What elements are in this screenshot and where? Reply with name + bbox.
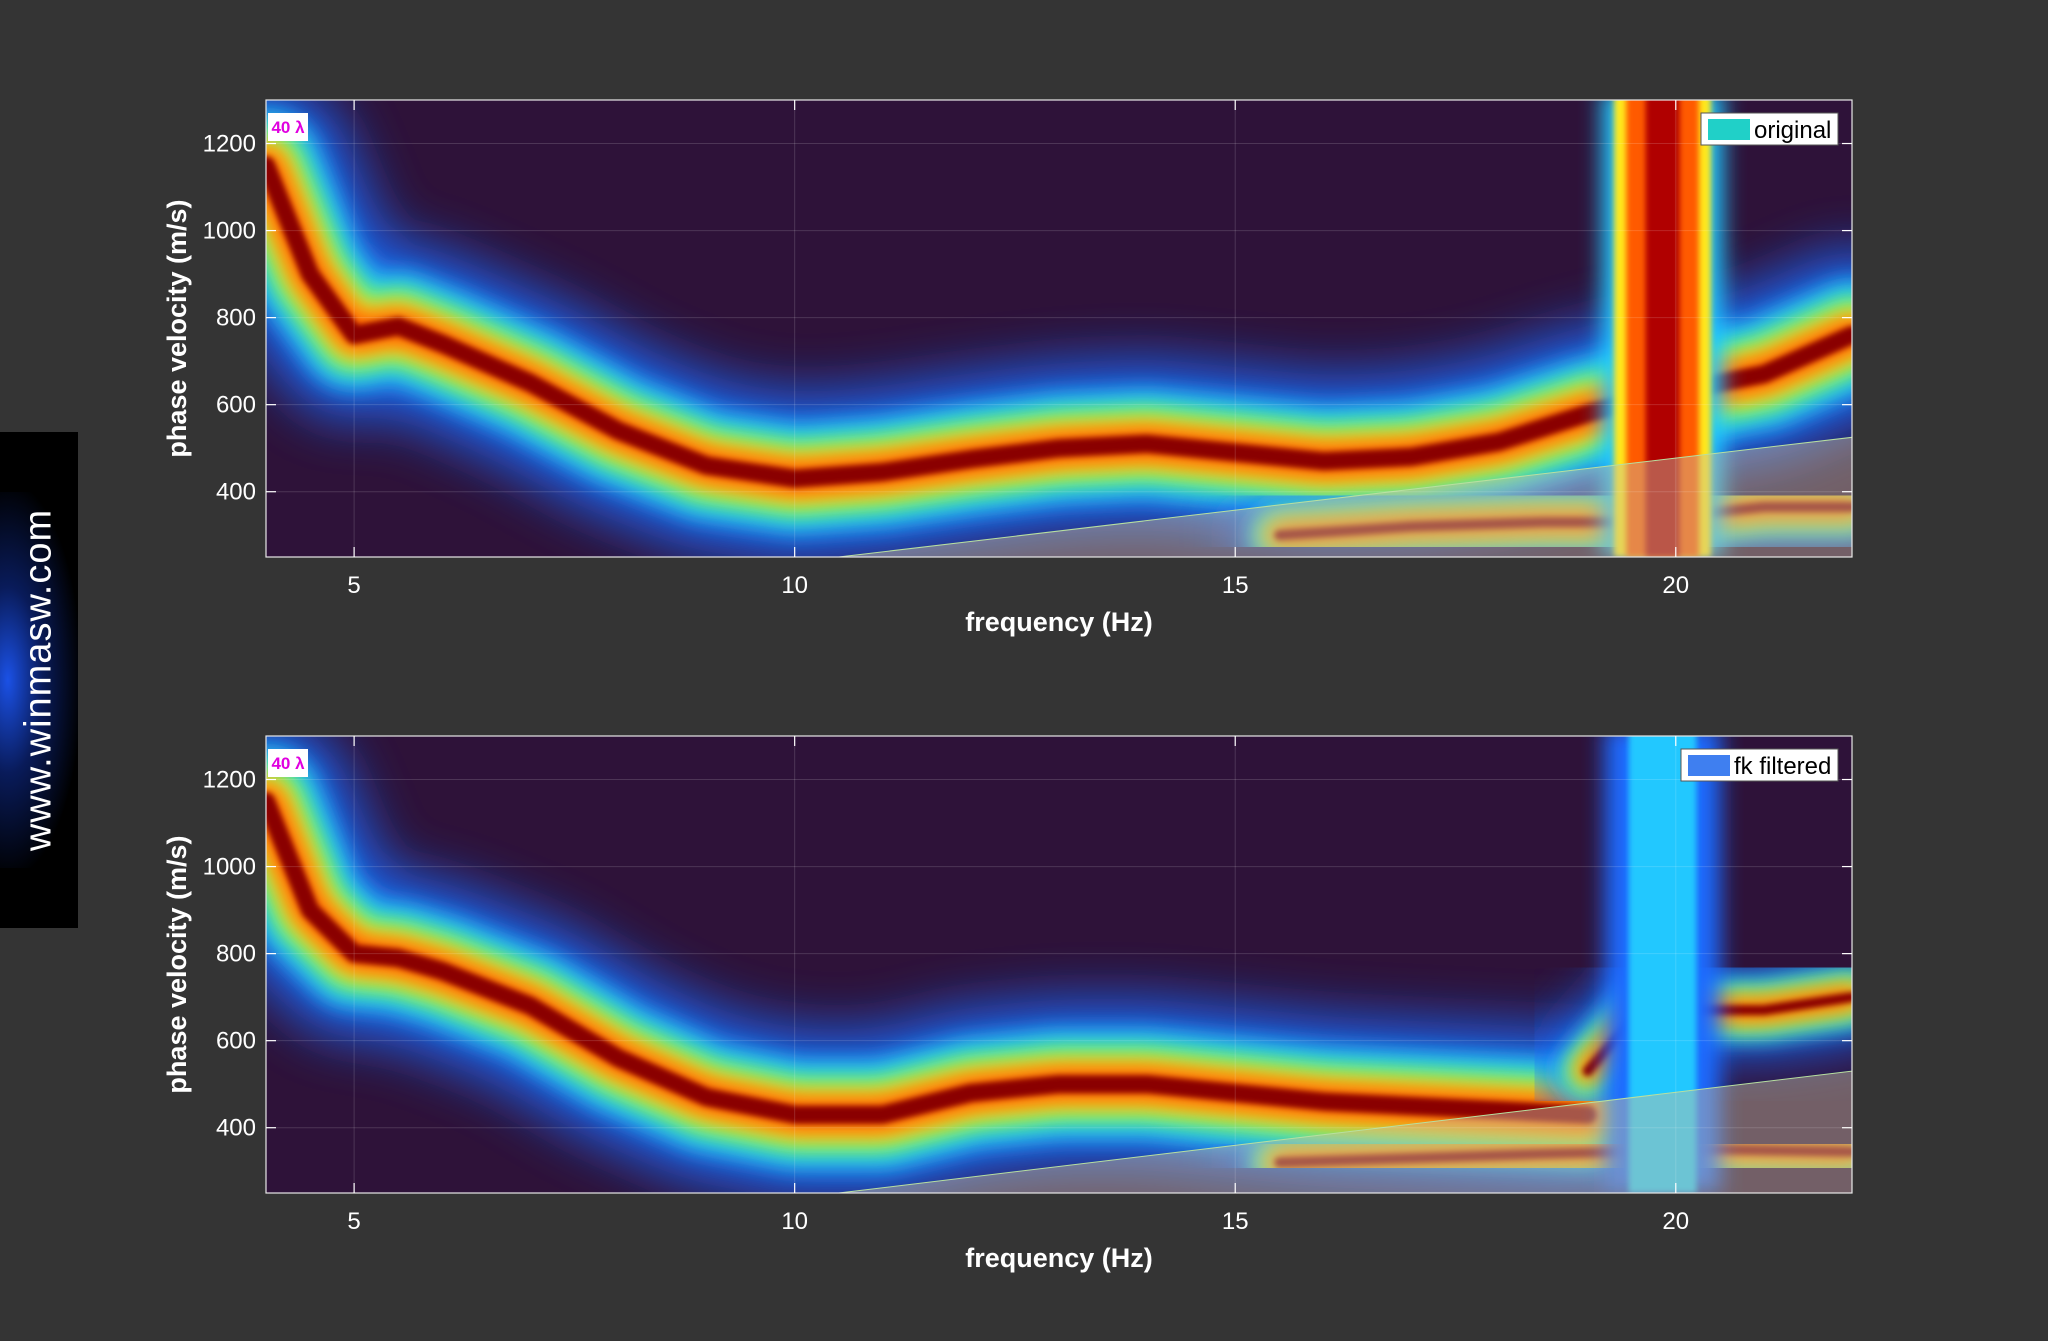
legend-label: original [1754, 117, 1831, 144]
y-tick-label: 400 [216, 479, 256, 506]
chart-panel-2: 5 10 15 20 400 600 800 1000 1200 frequency (Hz) ph… [162, 735, 1853, 1273]
y-tick-label: 400 [216, 1115, 256, 1142]
legend: original [1700, 112, 1839, 146]
spectrum-image [266, 736, 1852, 1193]
ridge-fundamental [266, 156, 1852, 488]
y-tick-label: 1200 [203, 131, 256, 158]
y-tick-label: 600 [216, 392, 256, 419]
legend-label: fk filtered [1734, 753, 1831, 780]
watermark: www.winmasw.com [0, 432, 78, 928]
x-tick-label: 10 [781, 1208, 808, 1235]
y-tick-label: 800 [216, 305, 256, 332]
ridge-higher [1274, 1144, 1852, 1168]
spectrum-image [266, 100, 1852, 557]
y-tick-label: 1000 [203, 218, 256, 245]
legend: fk filtered [1680, 748, 1839, 782]
x-axis-label: frequency (Hz) [965, 1243, 1153, 1273]
y-tick-label: 600 [216, 1028, 256, 1055]
ridge-fundamental [266, 792, 1597, 1124]
x-tick-label: 10 [781, 572, 808, 599]
badge-box [268, 113, 308, 141]
x-axis-label: frequency (Hz) [965, 607, 1153, 637]
spike-band [1645, 100, 1680, 557]
grid [266, 736, 1852, 1193]
legend-swatch [1708, 119, 1750, 140]
badge-text: 40 λ [271, 118, 305, 137]
watermark-glow [0, 492, 78, 868]
wavelength-badge: 40 λ [268, 749, 308, 777]
x-tick-label: 20 [1662, 1208, 1689, 1235]
badge-text: 40 λ [271, 754, 305, 773]
plot-frame [265, 99, 1853, 558]
y-axis-label: phase velocity (m/s) [162, 835, 192, 1093]
chart-panel-1: 5 10 15 20 400 600 800 1000 1200 frequency (Hz) ph… [162, 99, 1853, 637]
x-tick-label: 20 [1662, 572, 1689, 599]
x-tick-label: 15 [1222, 572, 1249, 599]
plot-frame [265, 735, 1853, 1194]
x-tick-label: 5 [347, 572, 360, 599]
x-tick-label: 15 [1222, 1208, 1249, 1235]
y-tick-label: 1000 [203, 854, 256, 881]
badge-box [268, 749, 308, 777]
x-tick-label: 5 [347, 1208, 360, 1235]
spike-band [1628, 736, 1697, 1193]
wavelength-badge: 40 λ [268, 113, 308, 141]
y-tick-label: 800 [216, 941, 256, 968]
y-axis-label: phase velocity (m/s) [162, 199, 192, 457]
shaded-aliasing-region [838, 436, 1852, 557]
shaded-aliasing-region [838, 1070, 1852, 1193]
y-tick-label: 1200 [203, 767, 256, 794]
grid [266, 100, 1852, 557]
legend-swatch [1688, 755, 1730, 776]
